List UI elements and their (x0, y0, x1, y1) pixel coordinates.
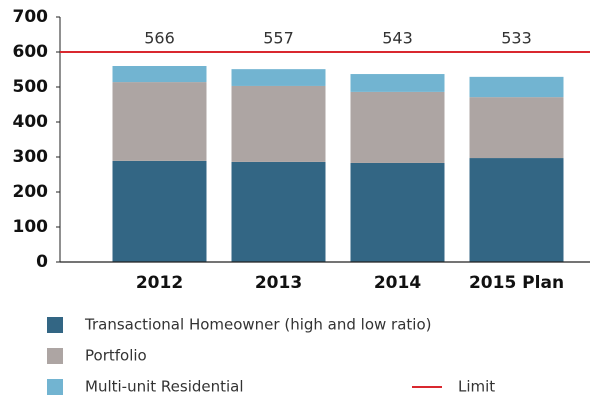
x-tick-label: 2013 (255, 273, 302, 293)
bar-segment (350, 162, 445, 262)
x-tick-label: 2012 (136, 273, 183, 293)
y-tick-label: 600 (13, 42, 49, 62)
legend-label: Transactional Homeowner (high and low ra… (84, 316, 431, 334)
bar-segment (350, 74, 445, 92)
y-tick-label: 500 (13, 77, 49, 97)
bar-segment (231, 69, 326, 86)
y-tick-label: 200 (13, 182, 49, 202)
bar-segment (112, 160, 207, 262)
total-label: 557 (263, 29, 294, 48)
bar-segment (112, 66, 207, 83)
y-tick-label: 700 (13, 7, 49, 27)
bar-segment (112, 82, 207, 161)
total-label: 566 (144, 29, 175, 48)
legend-swatch (47, 379, 63, 395)
bar-segment (231, 161, 326, 262)
legend-label: Multi-unit Residential (85, 378, 244, 396)
y-tick-label: 300 (13, 147, 49, 167)
y-tick-label: 400 (13, 112, 49, 132)
bar-segment (469, 76, 564, 98)
bar-segment (469, 97, 564, 159)
bar-segment (231, 85, 326, 162)
bar-segment (469, 158, 564, 262)
y-tick-label: 0 (36, 252, 48, 272)
legend-label: Limit (458, 378, 495, 396)
legend-swatch (47, 348, 63, 364)
x-tick-label: 2014 (374, 273, 421, 293)
x-tick-label: 2015 Plan (469, 273, 564, 293)
legend-label: Portfolio (85, 347, 147, 365)
y-tick-label: 100 (13, 217, 49, 237)
bar-segment (350, 91, 445, 163)
total-label: 533 (501, 29, 532, 48)
legend-swatch (47, 317, 63, 333)
total-label: 543 (382, 29, 413, 48)
